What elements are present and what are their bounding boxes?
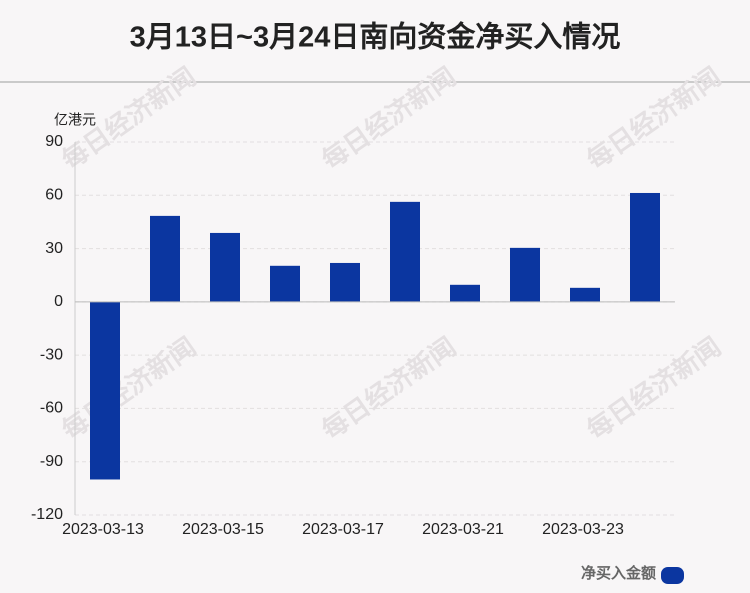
bar <box>630 192 660 302</box>
chart-title: 3月13日~3月24日南向资金净买入情况 <box>130 20 621 54</box>
x-tick-label: 2023-03-21 <box>422 521 504 538</box>
x-tick-label: 2023-03-17 <box>302 521 384 538</box>
y-tick-label: -90 <box>40 453 63 470</box>
x-tick-label: 2023-03-13 <box>62 521 144 538</box>
bar <box>270 265 300 302</box>
bar <box>390 201 420 302</box>
y-axis-label: 亿港元 <box>54 112 96 128</box>
x-tick-label: 2023-03-23 <box>542 521 624 538</box>
bar <box>330 262 360 302</box>
bar <box>510 247 540 302</box>
y-tick-label: 0 <box>54 293 63 310</box>
x-tick-label: 2023-03-15 <box>182 521 264 538</box>
bar <box>450 284 480 302</box>
y-tick-label: 60 <box>45 187 63 204</box>
bar <box>150 215 180 302</box>
bar <box>210 232 240 302</box>
bar <box>90 301 120 480</box>
y-tick-label: -120 <box>31 506 63 523</box>
y-tick-label: 30 <box>45 240 63 257</box>
legend-label: 净买入金额 <box>581 564 656 582</box>
y-tick-label: -60 <box>40 400 63 417</box>
legend-swatch <box>661 567 684 584</box>
y-tick-label: 90 <box>45 133 63 150</box>
bar <box>570 287 600 302</box>
y-tick-label: -30 <box>40 346 63 363</box>
